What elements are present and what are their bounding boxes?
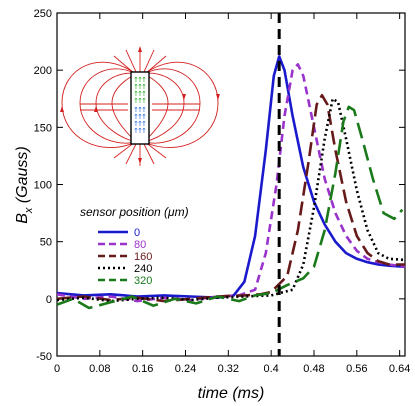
y-tick-label: 100 [34, 180, 52, 192]
svg-text:↑: ↑ [133, 83, 139, 91]
svg-text:↑: ↑ [141, 127, 147, 135]
x-tick-label: 0.56 [346, 363, 367, 375]
y-tick-label: 0 [46, 294, 52, 306]
y-tick-label: -50 [36, 351, 52, 363]
legend-label-0: 0 [134, 227, 140, 239]
x-tick-label: 0.16 [132, 363, 153, 375]
y-axis: -50 0 50 100 150 200 250 [34, 8, 405, 363]
svg-text:↑: ↑ [137, 83, 143, 91]
x-tick-label: 0.08 [89, 363, 110, 375]
x-axis-label: time (ms) [198, 385, 265, 402]
svg-text:↑: ↑ [141, 83, 147, 91]
legend-label-240: 240 [134, 263, 152, 275]
svg-text:↑: ↑ [141, 120, 147, 128]
svg-text:↑: ↑ [137, 127, 143, 135]
svg-text:↑: ↑ [133, 76, 139, 84]
legend-label-160: 160 [134, 251, 152, 263]
svg-text:↑: ↑ [141, 106, 147, 114]
legend-label-80: 80 [134, 239, 146, 251]
svg-text:↑: ↑ [133, 120, 139, 128]
svg-text:↑: ↑ [133, 106, 139, 114]
y-tick-label: 50 [40, 237, 52, 249]
series-line-160 [57, 94, 405, 303]
magnet-field-inset: ↑↑↑ ↑↑↑ ↑↑↑ ↑↑↑ ↑↑↑ ↑↑↑ ↑↑↑ ↑↑↑ [60, 46, 220, 166]
y-tick-label: 200 [34, 65, 52, 77]
series-line-0 [57, 55, 405, 299]
svg-text:↑: ↑ [137, 90, 143, 98]
legend-title: sensor position (μm) [80, 205, 189, 219]
svg-text:↑: ↑ [137, 76, 143, 84]
y-axis-label-main: B [14, 213, 31, 224]
svg-text:↑: ↑ [137, 97, 143, 105]
y-tick-label: 150 [34, 122, 52, 134]
svg-text:↑: ↑ [137, 106, 143, 114]
svg-text:↑: ↑ [141, 113, 147, 121]
x-tick-label: 0 [54, 363, 60, 375]
y-axis-label-sub: x [23, 207, 35, 214]
plot-area-frame [56, 12, 406, 357]
x-tick-label: 0.4 [264, 363, 279, 375]
svg-text:↑: ↑ [141, 76, 147, 84]
svg-text:↑: ↑ [141, 90, 147, 98]
y-tick-label: 250 [34, 8, 52, 20]
x-tick-label: 0.32 [218, 363, 239, 375]
svg-text:↑: ↑ [133, 90, 139, 98]
svg-text:↑: ↑ [141, 97, 147, 105]
series-line-80 [57, 63, 405, 303]
y-axis-label-units: (Gauss) [14, 146, 31, 203]
svg-text:↑: ↑ [133, 113, 139, 121]
series-line-320 [57, 105, 404, 310]
svg-text:↑: ↑ [133, 127, 139, 135]
series-line-240 [57, 97, 405, 303]
x-tick-label: 0.64 [389, 363, 410, 375]
x-tick-label: 0.48 [303, 363, 324, 375]
svg-text:↑: ↑ [133, 97, 139, 105]
series-layer [57, 55, 405, 310]
svg-text:↑: ↑ [137, 113, 143, 121]
legend-label-320: 320 [134, 275, 152, 287]
svg-text:↑: ↑ [137, 120, 143, 128]
x-axis: 0 0.08 0.16 0.24 0.32 0.4 0.48 0.56 0.64 [54, 13, 410, 375]
y-axis-label: Bx (Gauss) [14, 146, 35, 224]
x-tick-label: 0.24 [175, 363, 196, 375]
svg-text:Bx (Gauss): Bx (Gauss) [14, 146, 35, 224]
